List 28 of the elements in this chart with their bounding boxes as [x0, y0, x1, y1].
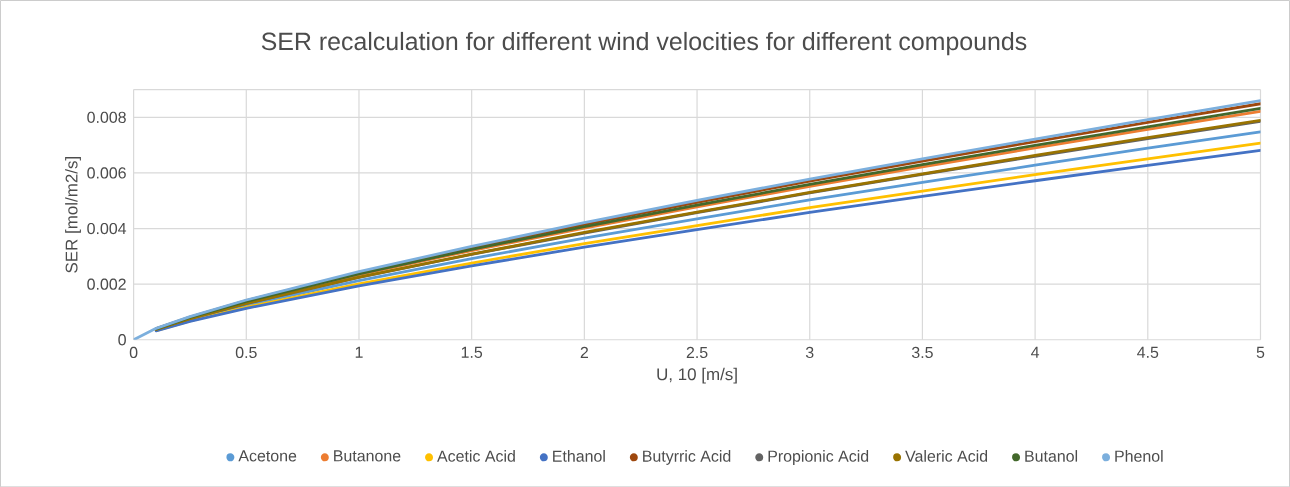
legend-label: Butanone	[334, 450, 401, 462]
legend-label: Butanol	[1025, 449, 1078, 462]
x-tick-label: 2	[580, 346, 588, 358]
legend-label: Acetone	[238, 450, 297, 462]
x-tick-label: 4	[1031, 346, 1040, 358]
y-tick-label: 0.008	[87, 111, 126, 123]
x-tick-label: 1.5	[461, 346, 483, 358]
legend-label: Valeric Acid	[905, 449, 988, 462]
y-tick-label: 0	[118, 333, 126, 346]
x-tick-label: 4.5	[1137, 346, 1159, 358]
y-tick-label: 0.002	[87, 278, 126, 290]
chart-title: SER recalculation for different wind velocities for different compounds	[261, 31, 1027, 55]
x-tick-label: 0	[129, 346, 138, 358]
y-tick-label: 0.006	[87, 167, 126, 179]
x-tick-label: 3.5	[911, 346, 933, 358]
legend-label: Phenol	[1115, 449, 1163, 462]
x-tick-label: 3	[805, 346, 814, 358]
x-axis-title: U, 10 [m/s]	[657, 367, 737, 384]
legend-label: Ethanol	[553, 449, 605, 462]
legend-label: Butyrric Acid	[643, 449, 731, 465]
y-tick-label: 0.004	[87, 222, 127, 235]
x-tick-label: 2.5	[686, 346, 708, 358]
legend-label: Propionic Acid	[768, 449, 869, 465]
x-tick-label: 1	[355, 346, 363, 358]
legend-label: Acetic Acid	[437, 449, 515, 462]
y-axis-title: SER [mol/m2/s]	[65, 156, 81, 273]
x-tick-label: 0.5	[235, 346, 257, 358]
x-tick-label: 5	[1256, 346, 1265, 358]
